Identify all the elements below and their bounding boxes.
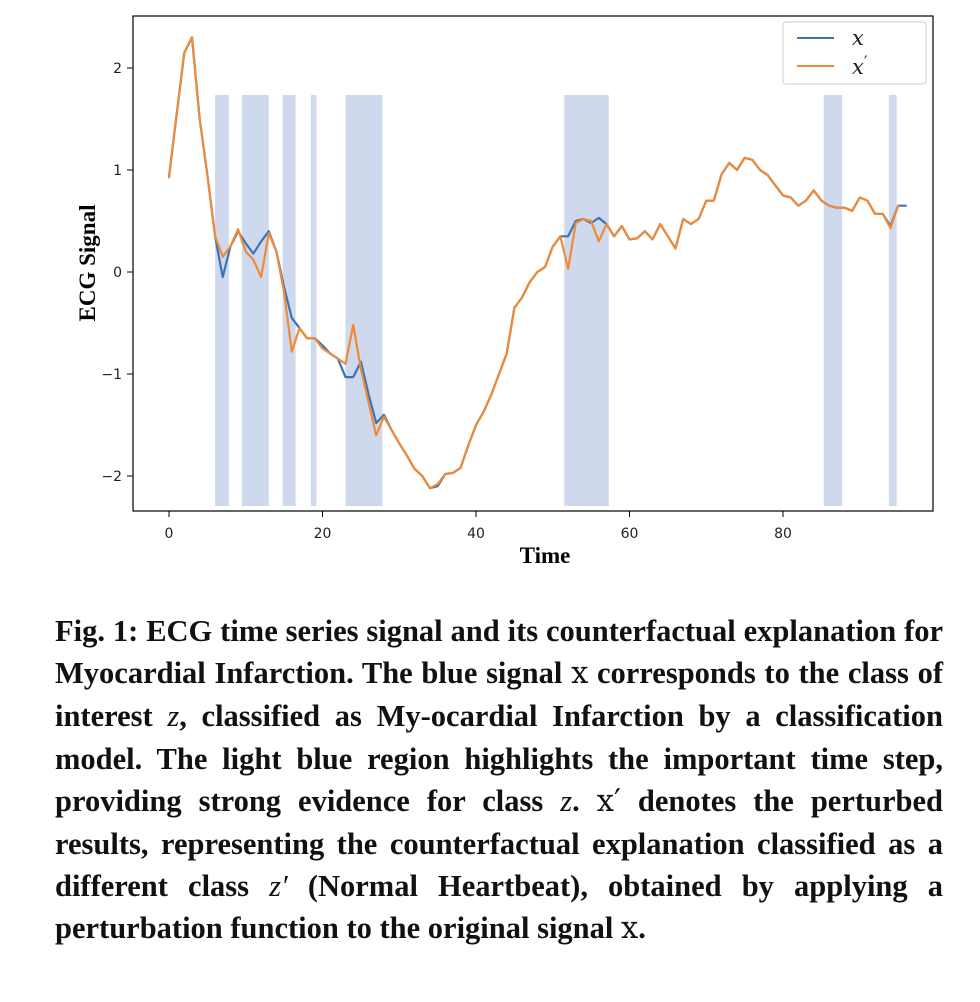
legend-label-x-prime: x′ (852, 52, 868, 79)
ecg-figure: 0 20 40 60 80 −2 −1 0 1 2 Time ECG Signal x x′ (75, 15, 934, 568)
ecg-chart: 0 20 40 60 80 −2 −1 0 1 2 Time ECG Signal x x′ (75, 15, 934, 568)
highlight-region-1 (241, 95, 269, 506)
x-tick-label-60: 60 (621, 526, 639, 542)
y-tick-label--1: −1 (101, 367, 122, 383)
x-axis-title: Time (520, 543, 571, 568)
y-tick-label-2: 2 (113, 61, 122, 77)
y-tick-label--2: −2 (101, 469, 122, 485)
series-lines (167, 36, 907, 490)
highlight-region-5 (564, 95, 609, 506)
y-axis-title: ECG Signal (75, 205, 100, 322)
plot-frame (132, 15, 934, 512)
y-axis: −2 −1 0 1 2 (101, 61, 133, 485)
x-tick-label-80: 80 (774, 526, 792, 542)
highlight-region-2 (282, 95, 296, 506)
x-tick-label-20: 20 (314, 526, 332, 542)
caption-label: Fig. 1: (55, 614, 139, 648)
figure-caption: Fig. 1: ECG time series signal and its c… (55, 614, 944, 947)
legend-label-x: x (852, 26, 864, 50)
highlight-region-3 (310, 95, 317, 506)
highlight-region-7 (888, 95, 897, 506)
series-line-x-prime (167, 36, 900, 490)
x-tick-label-0: 0 (165, 526, 174, 542)
y-tick-label-0: 0 (113, 265, 122, 281)
legend: x x′ (782, 21, 927, 85)
x-axis: 0 20 40 60 80 (165, 511, 792, 542)
highlight-region-0 (215, 95, 229, 506)
highlight-regions (215, 95, 897, 506)
highlight-region-4 (345, 95, 383, 506)
x-tick-label-40: 40 (467, 526, 485, 542)
highlight-region-6 (823, 95, 843, 506)
y-tick-label-1: 1 (113, 163, 122, 179)
